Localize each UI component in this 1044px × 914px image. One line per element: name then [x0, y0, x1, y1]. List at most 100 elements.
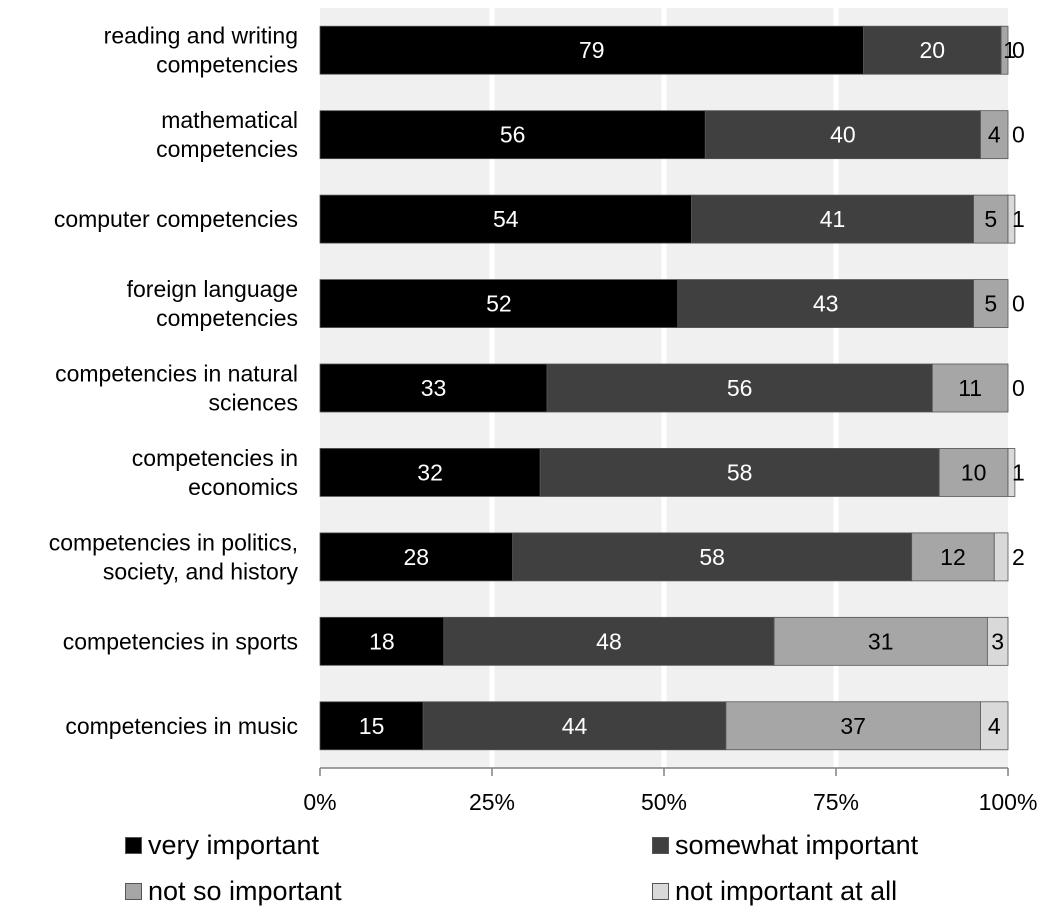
bar-segment — [1007, 194, 1016, 244]
data-label: 3 — [991, 628, 1004, 654]
bar-segment — [319, 25, 864, 75]
bar-segment — [1007, 448, 1016, 497]
data-label: 4 — [988, 713, 1001, 739]
category-label-line: competencies in politics, — [49, 529, 298, 555]
bar-segment — [986, 616, 1009, 666]
data-label: 12 — [940, 544, 966, 570]
category-label-line: competencies — [156, 136, 298, 162]
data-label: 40 — [830, 122, 856, 148]
category-label: computer competencies — [54, 206, 298, 232]
data-label: 0 — [1012, 37, 1025, 63]
bar-segment — [704, 110, 981, 160]
data-label: 11 — [958, 375, 982, 401]
x-tick-label: 0% — [303, 789, 336, 815]
data-label: 1 — [1003, 37, 1016, 63]
bar-segment — [773, 616, 988, 666]
bar-segment — [512, 532, 913, 582]
bar-segment — [539, 448, 940, 497]
data-label: 1 — [1012, 206, 1025, 232]
bar-segment — [911, 532, 995, 582]
category-label-line: competencies — [156, 305, 298, 331]
legend-swatch — [125, 883, 142, 900]
bar-segment — [319, 363, 548, 413]
category-label: mathematical competencies — [156, 107, 298, 162]
bar-segment — [319, 701, 424, 751]
data-label: 58 — [727, 459, 753, 485]
category-label-line: reading and writing — [104, 23, 298, 49]
category-label: competencies in natural sciences — [55, 361, 298, 416]
data-label: 43 — [813, 291, 839, 317]
category-label-line: competencies in natural — [55, 361, 298, 387]
legend-item-not-so-important: not so important — [125, 876, 342, 907]
data-label: 28 — [404, 544, 430, 570]
bar-segment — [931, 363, 1009, 413]
bar-segment — [319, 448, 541, 497]
category-label-line: computer competencies — [54, 206, 298, 232]
legend-label: very important — [148, 830, 320, 860]
legend-swatch — [652, 837, 669, 854]
data-label: 79 — [579, 37, 605, 63]
bar-segment — [319, 110, 706, 160]
bar-segment — [319, 532, 514, 582]
data-label: 5 — [984, 206, 997, 232]
category-label: competencies in politics, society, and hi… — [49, 529, 299, 584]
category-label: reading and writing competencies — [104, 23, 298, 78]
data-label: 0 — [1012, 122, 1025, 148]
bar-segment — [677, 279, 975, 328]
legend-label: somewhat important — [675, 830, 919, 860]
category-label-line: society, and history — [103, 558, 299, 584]
data-label: 31 — [868, 628, 894, 654]
category-label-line: competencies in music — [65, 713, 298, 739]
bar-segment — [319, 194, 692, 244]
data-label: 41 — [820, 206, 846, 232]
legend-swatch — [652, 883, 669, 900]
data-label: 20 — [920, 37, 946, 63]
data-label: 2 — [1012, 544, 1025, 570]
bar-segment — [993, 532, 1009, 582]
data-label: 1 — [1012, 459, 1025, 485]
data-label: 56 — [500, 122, 526, 148]
data-label: 48 — [596, 628, 622, 654]
legend-label: not important at all — [675, 876, 898, 906]
category-label: competencies in sports — [63, 628, 298, 654]
bar-segment — [1000, 25, 1009, 75]
bar-segment — [973, 194, 1009, 244]
data-label: 5 — [984, 291, 997, 317]
legend-swatch — [125, 837, 142, 854]
data-label: 44 — [562, 713, 588, 739]
data-label: 4 — [988, 122, 1001, 148]
category-label-line: competencies in — [132, 445, 298, 471]
category-label-line: economics — [188, 474, 298, 500]
legend-label: not so important — [148, 876, 342, 906]
data-label: 15 — [359, 713, 385, 739]
data-label: 0 — [1012, 291, 1025, 317]
x-tick-label: 75% — [813, 789, 859, 815]
data-label: 52 — [486, 291, 512, 317]
data-label: 0 — [1012, 375, 1025, 401]
category-label: competencies in music — [65, 713, 298, 739]
x-tick-label: 25% — [469, 789, 515, 815]
data-label: 58 — [699, 544, 725, 570]
legend-item-very-important: very important — [125, 830, 319, 861]
x-tick-label: 100% — [979, 789, 1038, 815]
category-label: foreign language competencies — [127, 276, 298, 331]
bar-segment — [319, 616, 445, 666]
legend-item-somewhat-important: somewhat important — [652, 830, 918, 861]
data-label: 18 — [369, 628, 395, 654]
legend-item-not-important-at-all: not important at all — [652, 876, 897, 907]
category-label-line: competencies in sports — [63, 628, 298, 654]
category-label-line: mathematical — [161, 107, 298, 133]
data-label: 32 — [417, 459, 443, 485]
bar-segment — [725, 701, 981, 751]
x-tick-label: 50% — [641, 789, 687, 815]
data-label: 37 — [840, 713, 866, 739]
bar-segment — [973, 279, 1009, 328]
category-label-line: foreign language — [127, 276, 298, 302]
bar-segment — [443, 616, 775, 666]
data-label: 54 — [493, 206, 519, 232]
bar-segment — [546, 363, 933, 413]
bar-segment — [980, 701, 1009, 751]
data-label: 56 — [727, 375, 753, 401]
bar-segment — [980, 110, 1009, 160]
